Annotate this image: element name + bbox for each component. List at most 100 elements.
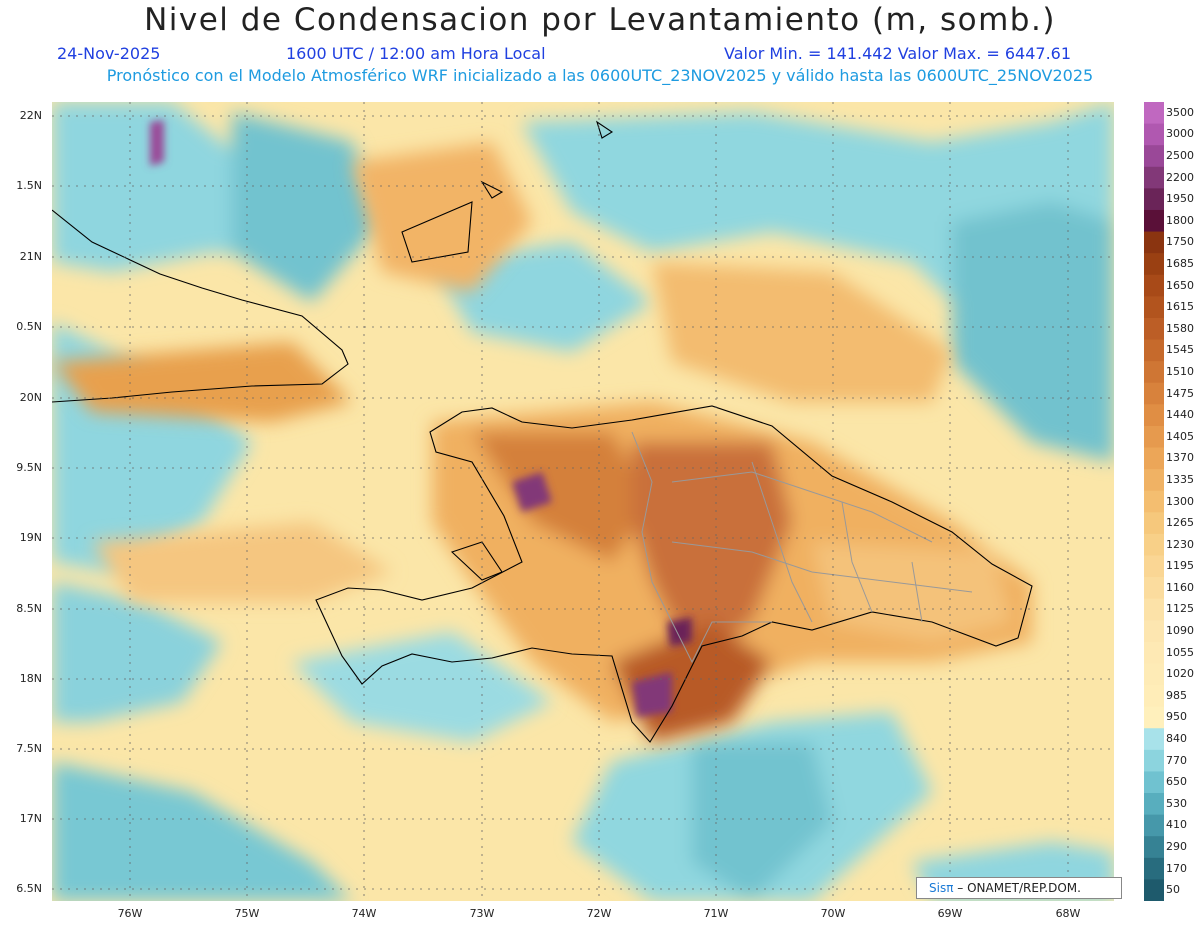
colorbar-swatch — [1144, 102, 1164, 125]
longitude-label: 72W — [586, 907, 612, 920]
colorbar-swatch — [1144, 728, 1164, 751]
forecast-date: 24-Nov-2025 — [57, 44, 161, 63]
colorbar-level-label: 1615 — [1166, 300, 1194, 314]
colorbar-level-label: 1300 — [1166, 494, 1194, 508]
colorbar-level-label: 3500 — [1166, 105, 1194, 119]
colorbar-level-label: 1545 — [1166, 343, 1194, 357]
colorbar-swatch — [1144, 425, 1164, 449]
latitude-label: 7.5N — [16, 742, 42, 755]
colorbar-swatch — [1144, 490, 1164, 513]
colorbar-level-label: 650 — [1166, 775, 1187, 789]
latitude-label: 22N — [19, 109, 42, 122]
longitude-label: 69W — [937, 907, 963, 920]
colorbar-swatch — [1144, 469, 1164, 492]
longitude-label: 74W — [351, 907, 377, 920]
colorbar-swatch — [1144, 317, 1164, 341]
colorbar-level-label: 1440 — [1166, 408, 1194, 422]
colorbar-level-label: 290 — [1166, 840, 1187, 853]
grid-lines — [52, 102, 1114, 901]
colorbar-level-label: 950 — [1166, 710, 1187, 724]
credit-box: Sisπ – ONAMET/REP.DOM. — [916, 877, 1122, 899]
map-title: Nivel de Condensacion por Levantamiento … — [144, 2, 1056, 38]
colorbar-swatch — [1144, 512, 1164, 535]
longitude-label: 68W — [1055, 907, 1081, 920]
colorbar-swatch — [1144, 123, 1164, 146]
latitude-label: 0.5N — [16, 320, 42, 333]
colorbar-level-label: 1335 — [1166, 472, 1194, 486]
coastlines — [51, 120, 1033, 743]
colorbar-level-label: 1090 — [1166, 624, 1194, 638]
colorbar-level-label: 1950 — [1166, 192, 1194, 206]
colorbar-level-label: 1020 — [1166, 667, 1194, 681]
colorbar-swatch — [1144, 231, 1164, 254]
colorbar-level-label: 770 — [1166, 753, 1187, 767]
longitude-label: 70W — [820, 907, 846, 920]
colorbar-level-label: 1370 — [1166, 451, 1194, 465]
colorbar-level-label: 1650 — [1166, 278, 1194, 292]
colorbar-level-label: 1160 — [1166, 580, 1194, 594]
colorbar-swatch — [1144, 296, 1164, 319]
credit-text: – ONAMET/REP.DOM. — [957, 881, 1081, 895]
colorbar-level-label: 170 — [1166, 861, 1187, 875]
latitude-label: 1.5N — [16, 179, 42, 192]
colorbar-level-label: 1475 — [1166, 386, 1194, 400]
colorbar-level-label: 1195 — [1166, 559, 1194, 573]
colorbar-swatch — [1144, 274, 1164, 297]
forecast-time: 1600 UTC / 12:00 am Hora Local — [286, 44, 546, 63]
colorbar-level-label: 1230 — [1166, 537, 1194, 551]
colorbar-level-label: 2200 — [1166, 170, 1194, 184]
colorbar-level-label: 1800 — [1166, 213, 1194, 227]
colorbar-level-label: 410 — [1166, 818, 1187, 832]
colorbar-level-label: 3000 — [1166, 127, 1194, 141]
colorbar-swatch — [1144, 382, 1164, 405]
longitude-label: 75W — [234, 907, 260, 920]
colorbar-level-label: 1510 — [1166, 364, 1194, 378]
latitude-label: 6.5N — [16, 882, 42, 895]
latitude-label: 18N — [19, 672, 42, 685]
colorbar-swatch — [1144, 598, 1164, 621]
longitude-label: 76W — [117, 907, 143, 920]
colorbar-level-label: 1125 — [1166, 602, 1194, 616]
colorbar-level-label: 50 — [1166, 883, 1180, 897]
model-subtitle: Pronóstico con el Modelo Atmosférico WRF… — [106, 66, 1094, 85]
colorbar-swatch — [1144, 209, 1164, 233]
lcl-map — [51, 102, 1114, 901]
colorbar-swatch — [1144, 814, 1164, 837]
colorbar-swatch — [1144, 339, 1164, 362]
province-borders — [631, 431, 973, 664]
colorbar-swatch — [1144, 706, 1164, 729]
colorbar-swatch — [1144, 188, 1164, 211]
colorbar-swatch — [1144, 663, 1164, 686]
longitude-label: 73W — [469, 907, 495, 920]
colorbar-level-label: 1265 — [1166, 516, 1194, 530]
colorbar-level-label: 2500 — [1166, 148, 1194, 162]
colorbar-level-label: 1055 — [1166, 645, 1194, 659]
shading-dark — [150, 120, 692, 717]
colorbar-swatch — [1144, 253, 1164, 276]
colorbar-swatch — [1144, 555, 1164, 578]
longitude-label: 71W — [703, 907, 729, 920]
shading-teal — [52, 102, 1114, 901]
latitude-label: 19N — [19, 531, 42, 544]
latitude-label: 17N — [19, 812, 42, 825]
latitude-label: 21N — [19, 250, 42, 263]
colorbar-swatch — [1144, 685, 1164, 708]
latitude-label: 9.5N — [16, 461, 42, 474]
colorbar-swatch — [1144, 771, 1164, 794]
colorbar-swatch — [1144, 166, 1164, 189]
colorbar-level-label: 1685 — [1166, 256, 1194, 270]
colorbar-swatch — [1144, 577, 1164, 600]
colorbar-swatch — [1144, 533, 1164, 556]
colorbar-level-label: 985 — [1166, 688, 1187, 702]
colorbar-level-label: 1405 — [1166, 429, 1194, 443]
colorbar-level-label: 530 — [1166, 796, 1187, 810]
shading-orange — [52, 142, 1032, 742]
colorbar-swatch — [1144, 404, 1164, 427]
credit-brand: Sisπ — [929, 881, 954, 895]
colorbar — [1144, 102, 1164, 901]
map-canvas — [51, 102, 1114, 901]
colorbar-swatch — [1144, 749, 1164, 772]
colorbar-swatch — [1144, 879, 1164, 901]
colorbar-level-label: 840 — [1166, 732, 1187, 746]
colorbar-swatch — [1144, 793, 1164, 816]
